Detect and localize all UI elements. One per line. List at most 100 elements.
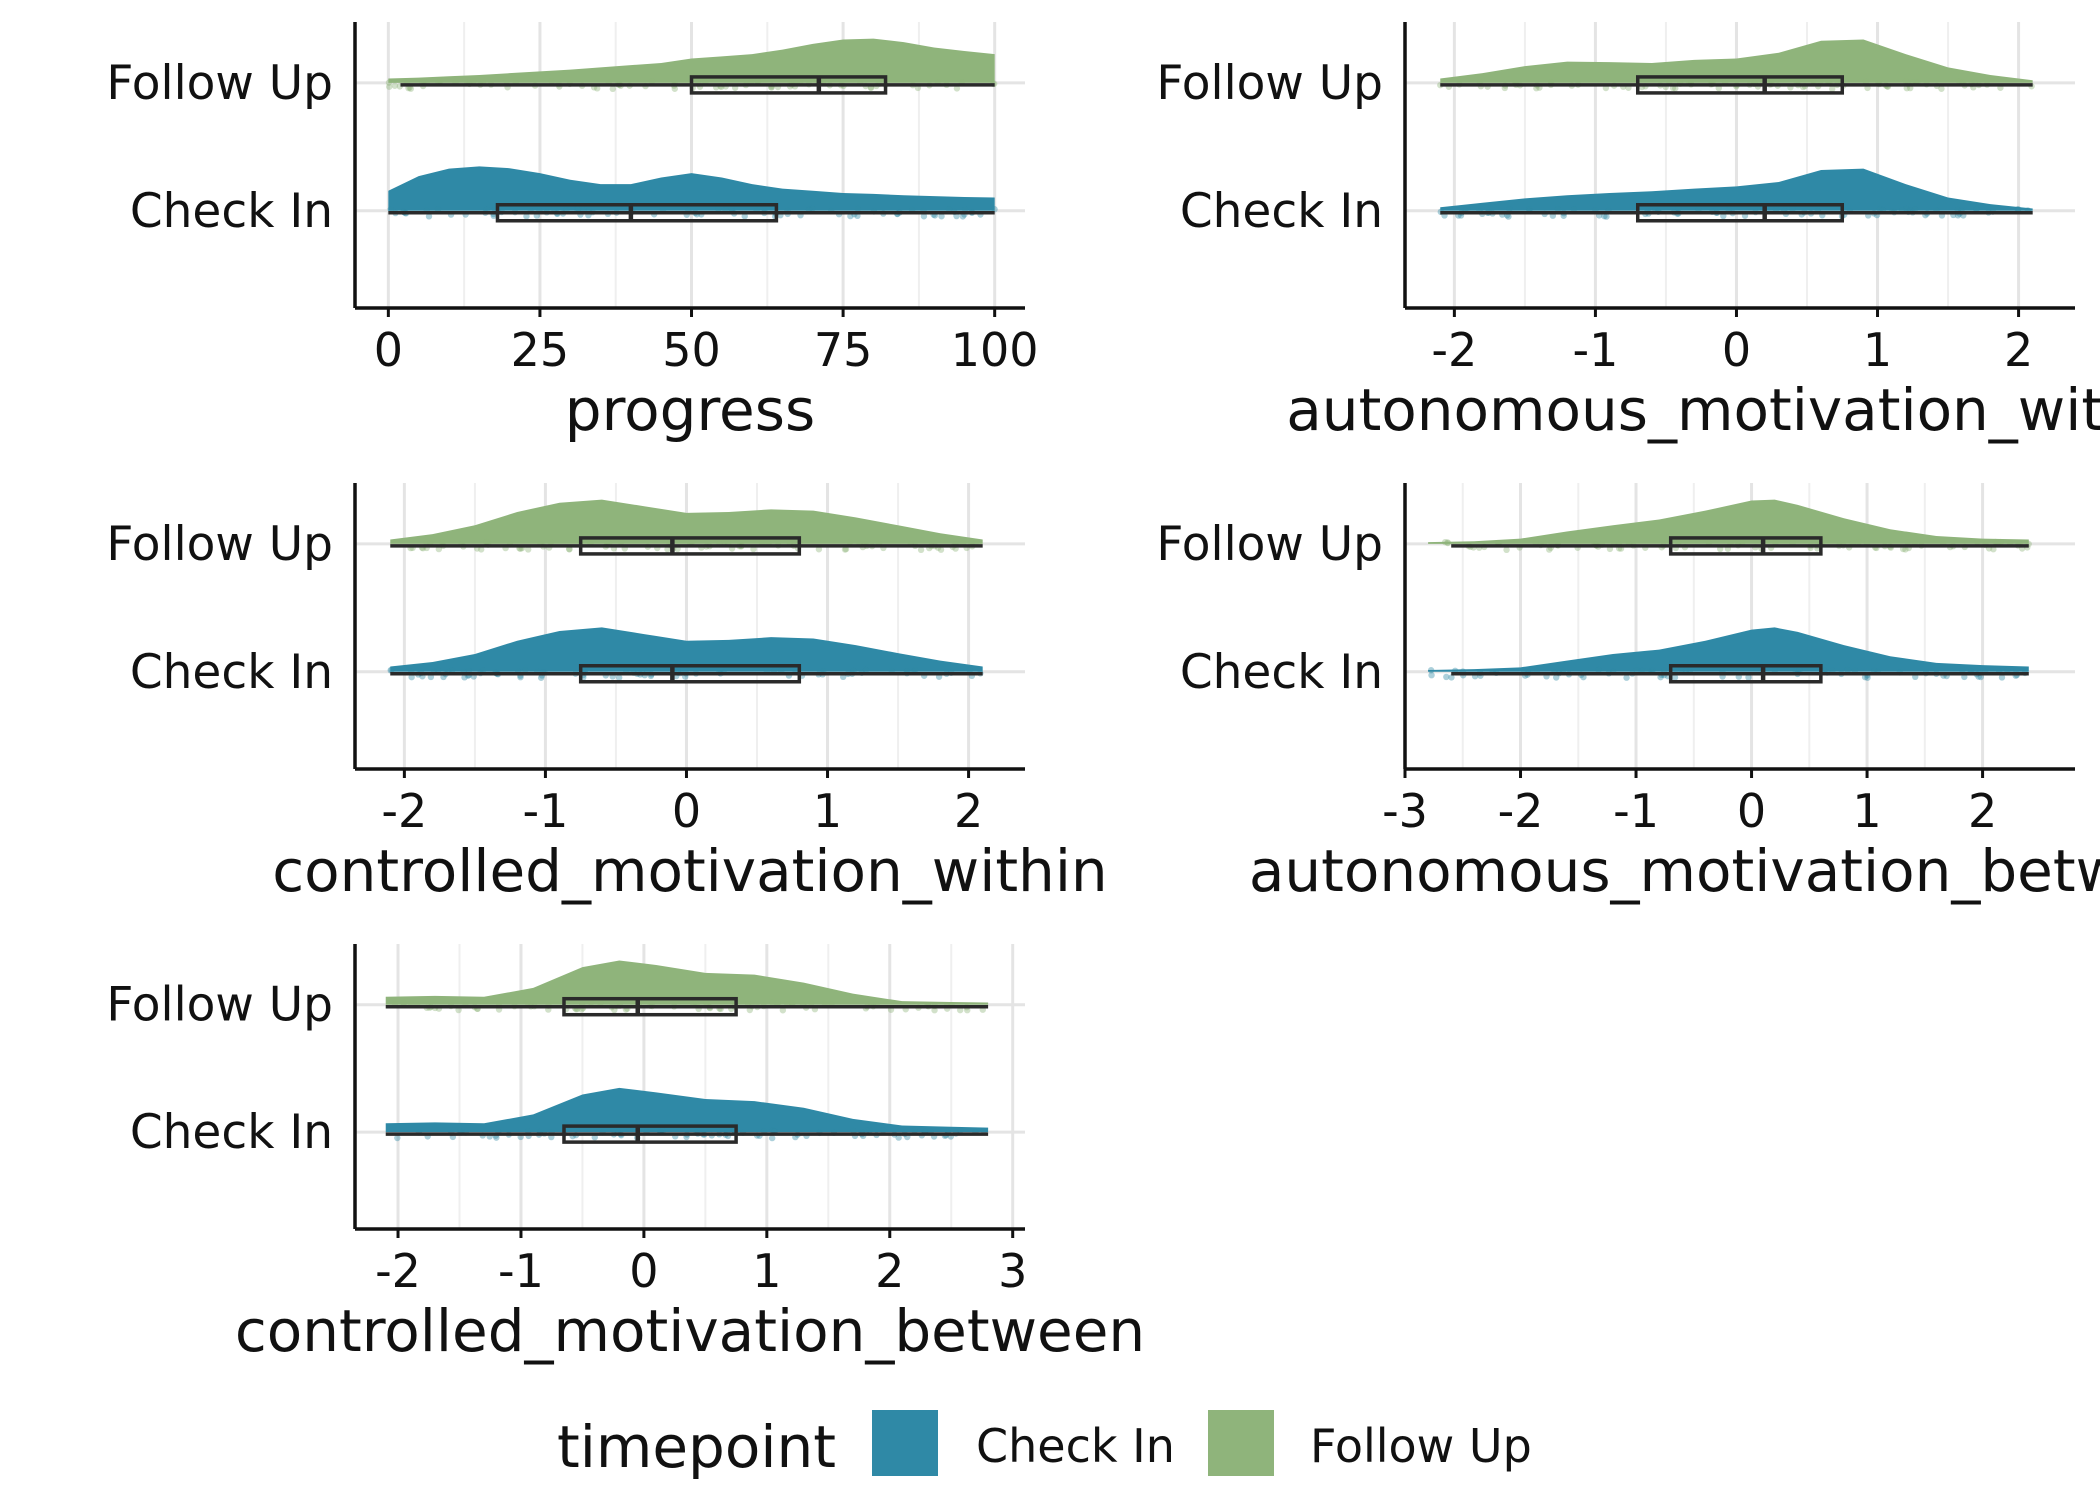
data-point xyxy=(964,1007,971,1014)
x-tick-label: 25 xyxy=(511,323,570,377)
data-point xyxy=(1505,213,1512,220)
data-point xyxy=(769,999,776,1007)
series-check-in xyxy=(385,1087,989,1144)
data-point xyxy=(385,79,393,86)
data-point xyxy=(386,83,393,90)
data-point xyxy=(1444,539,1451,547)
data-point xyxy=(754,77,761,85)
data-point xyxy=(1902,546,1909,553)
data-point xyxy=(1745,674,1752,681)
data-point xyxy=(1448,674,1455,681)
category-label: Follow Up xyxy=(106,517,333,572)
data-point xyxy=(1973,205,1980,213)
data-point xyxy=(1623,674,1630,681)
data-point xyxy=(1427,667,1435,674)
x-tick-label: 75 xyxy=(814,323,873,377)
box-iqr xyxy=(495,203,779,223)
chart-panel-1: Check In Follow Up 0 25 50 75 100 progress xyxy=(106,22,1039,444)
data-point xyxy=(1789,205,1796,213)
data-point xyxy=(1861,673,1869,681)
x-tick-label: 2 xyxy=(954,784,983,838)
chart-panel-4: Check In Follow Up -3 -2 -1 0 1 2autonomous_mot… xyxy=(1156,483,2100,905)
data-point xyxy=(959,213,967,220)
series-check-in xyxy=(1427,627,2029,684)
data-point xyxy=(862,666,870,674)
box-iqr xyxy=(1635,203,1845,223)
data-point xyxy=(387,667,394,674)
category-label: Follow Up xyxy=(1156,517,1383,572)
data-point xyxy=(1554,205,1562,213)
chart-panel-3: Check In Follow Up -2 -1 0 1 2controlled_motiv… xyxy=(106,483,1108,905)
data-point xyxy=(808,1000,815,1007)
data-point xyxy=(956,1006,964,1014)
data-point xyxy=(1675,205,1682,213)
data-point xyxy=(1678,667,1685,674)
data-point xyxy=(721,539,728,546)
x-tick-label: -2 xyxy=(1431,323,1477,377)
data-point xyxy=(715,205,722,213)
data-point xyxy=(1817,78,1824,85)
data-point xyxy=(953,85,961,92)
data-point xyxy=(438,539,446,546)
x-tick-label: 2 xyxy=(2004,323,2033,377)
data-point xyxy=(483,538,490,546)
data-point xyxy=(1671,674,1679,681)
x-tick-label: 1 xyxy=(752,1244,781,1298)
density-cloud xyxy=(390,499,983,544)
data-point xyxy=(1997,538,2004,546)
data-point xyxy=(525,546,532,553)
x-tick-label: 0 xyxy=(1722,323,1751,377)
series-follow-up xyxy=(1437,39,2035,95)
data-point xyxy=(537,674,545,681)
data-point xyxy=(809,205,816,213)
data-point xyxy=(615,674,623,681)
density-cloud xyxy=(1440,39,2033,83)
x-tick-label: 2 xyxy=(875,1244,904,1298)
data-point xyxy=(493,1134,500,1141)
x-axis-title: controlled_motivation_within xyxy=(272,837,1107,905)
density-cloud xyxy=(390,627,983,672)
data-point xyxy=(879,1127,887,1134)
x-tick-label: 1 xyxy=(813,784,842,838)
legend-label-follow-up: Follow Up xyxy=(1310,1419,1532,1473)
x-tick-label: -1 xyxy=(498,1244,544,1298)
box-iqr xyxy=(689,75,888,95)
data-point xyxy=(1903,205,1910,213)
x-tick-label: -1 xyxy=(522,784,568,838)
data-point xyxy=(846,538,854,546)
data-point xyxy=(1998,674,2006,681)
x-axis-title: progress xyxy=(565,376,815,444)
x-tick-label: -1 xyxy=(1613,784,1659,838)
data-point xyxy=(789,1000,796,1007)
data-point xyxy=(1902,77,1910,85)
data-point xyxy=(478,546,485,553)
data-point xyxy=(1829,85,1836,93)
data-point xyxy=(991,206,998,213)
density-cloud xyxy=(388,166,995,211)
box-iqr xyxy=(1635,75,1845,95)
density-cloud xyxy=(385,960,989,1005)
legend-swatch-follow-up xyxy=(1208,1410,1274,1476)
data-point xyxy=(966,667,974,674)
data-point xyxy=(425,213,433,220)
data-point xyxy=(937,546,945,553)
x-tick-label: 0 xyxy=(672,784,701,838)
data-point xyxy=(639,666,646,674)
data-point xyxy=(1864,674,1871,681)
data-point xyxy=(972,538,980,546)
data-point xyxy=(575,205,582,213)
data-point xyxy=(769,1127,777,1134)
data-point xyxy=(920,213,928,220)
series-check-in xyxy=(387,627,984,684)
box-iqr xyxy=(1668,536,1823,556)
data-point xyxy=(671,85,678,92)
x-tick-label: -2 xyxy=(1498,784,1544,838)
data-point xyxy=(1938,85,1945,92)
data-point xyxy=(755,78,762,85)
x-tick-label: 2 xyxy=(1968,784,1997,838)
density-cloud xyxy=(388,38,995,83)
x-axis-title: autonomous_motivation_between xyxy=(1249,837,2100,905)
data-point xyxy=(1442,538,1449,546)
data-point xyxy=(1956,78,1963,85)
